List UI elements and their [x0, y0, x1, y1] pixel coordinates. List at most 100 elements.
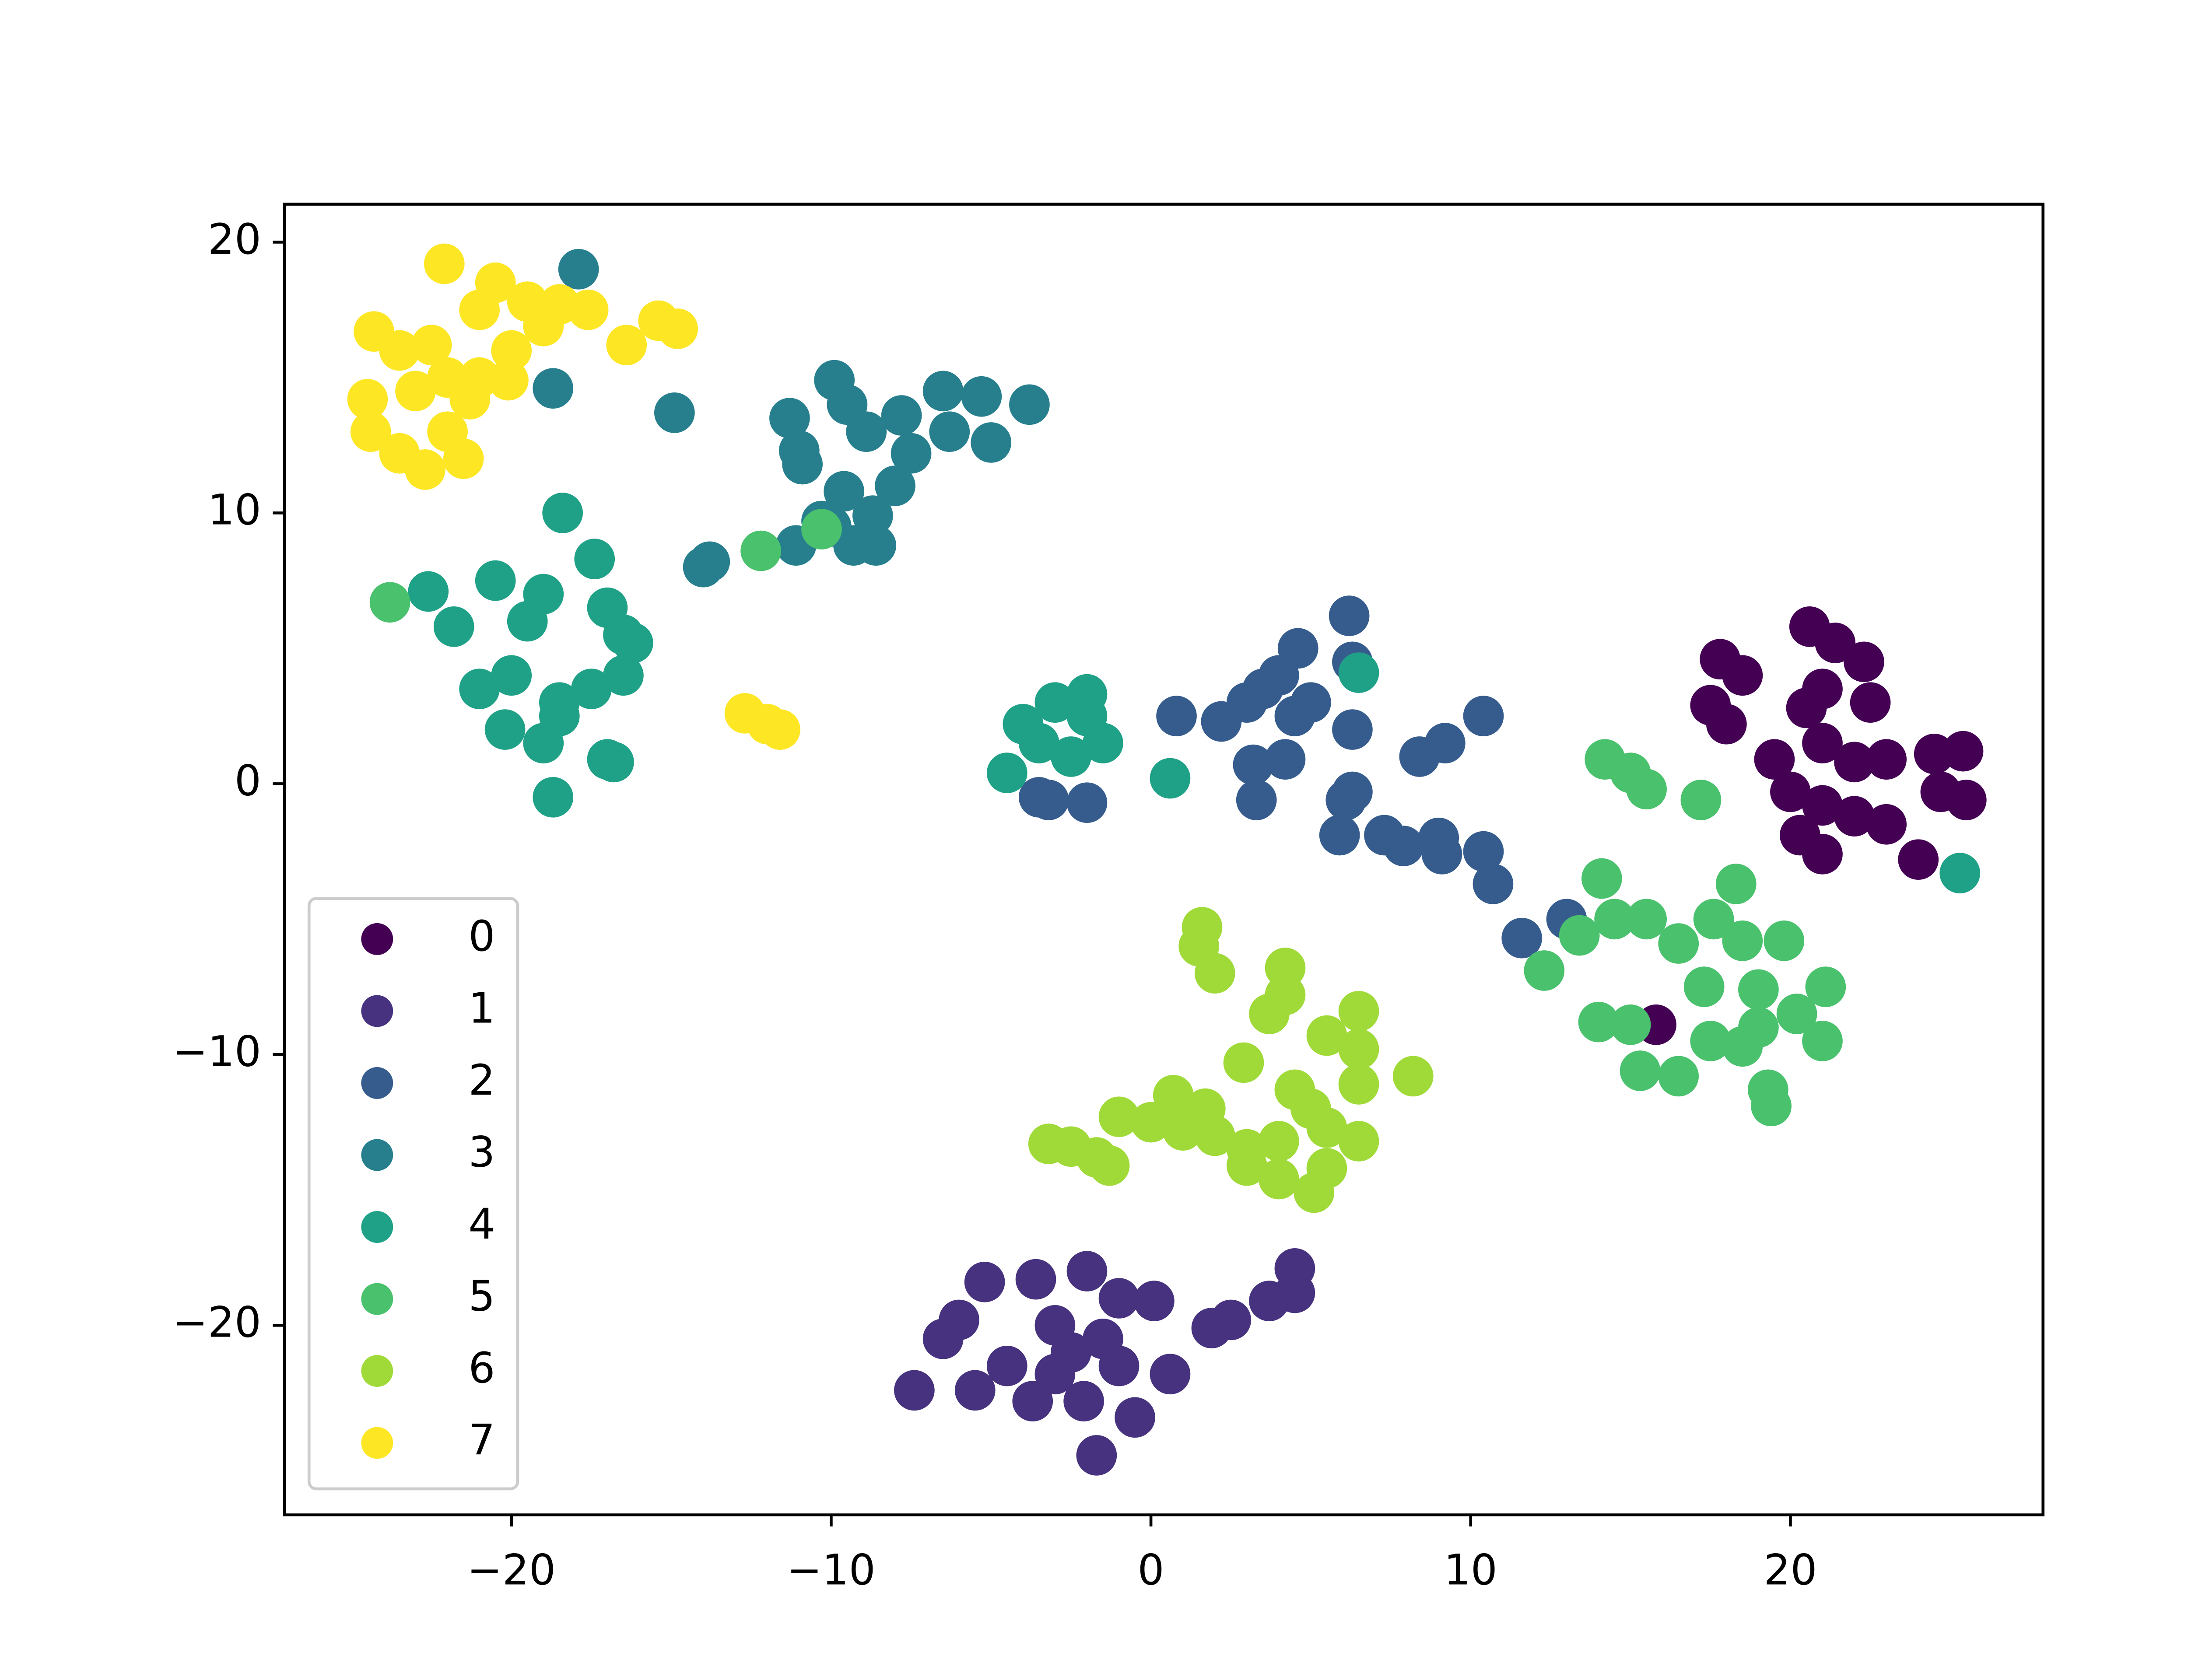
- point: [558, 248, 599, 290]
- point: [1329, 595, 1370, 636]
- point: [657, 308, 698, 349]
- point: [1463, 831, 1504, 872]
- point: [1134, 1281, 1175, 1321]
- point: [1076, 1137, 1117, 1178]
- legend-marker: [361, 1067, 393, 1099]
- point: [1338, 990, 1379, 1032]
- point: [1751, 1085, 1792, 1127]
- x-tick-label: 10: [1444, 1545, 1497, 1594]
- point: [875, 466, 915, 506]
- y-tick-label: 10: [208, 486, 261, 535]
- legend-label: 0: [468, 912, 495, 961]
- point: [1866, 739, 1907, 780]
- legend-label: 4: [468, 1200, 495, 1249]
- point: [1844, 641, 1884, 682]
- point: [1392, 1056, 1434, 1097]
- legend-marker: [361, 995, 393, 1027]
- point: [1610, 1004, 1651, 1045]
- point: [1076, 1435, 1117, 1476]
- y-tick-label: −20: [172, 1298, 261, 1347]
- point: [856, 525, 897, 566]
- point: [1306, 1107, 1347, 1148]
- point: [1066, 1251, 1108, 1292]
- point: [1018, 723, 1059, 763]
- point: [1233, 744, 1274, 785]
- x-tick-label: 20: [1764, 1545, 1817, 1594]
- point: [1223, 1042, 1264, 1083]
- point: [1706, 704, 1747, 745]
- point: [1338, 1064, 1379, 1105]
- point: [1776, 994, 1817, 1034]
- point: [986, 752, 1027, 793]
- legend-label: 7: [468, 1415, 495, 1464]
- point: [533, 368, 574, 409]
- point: [1226, 1145, 1267, 1186]
- point: [1063, 1381, 1104, 1421]
- point: [1581, 858, 1622, 899]
- point: [606, 325, 647, 365]
- point: [852, 495, 893, 536]
- point: [408, 571, 449, 612]
- point: [1680, 780, 1722, 820]
- point: [1098, 1096, 1140, 1138]
- point: [1898, 839, 1939, 880]
- point: [1051, 736, 1091, 777]
- legend-label: 1: [468, 984, 495, 1032]
- point: [459, 668, 500, 710]
- point: [1802, 723, 1843, 763]
- legend-marker: [361, 923, 393, 955]
- point: [1626, 769, 1667, 810]
- point: [1802, 785, 1843, 826]
- point: [1658, 1056, 1699, 1097]
- point: [1156, 696, 1197, 736]
- legend-label: 6: [468, 1344, 495, 1393]
- point: [533, 777, 574, 818]
- point: [1338, 652, 1379, 693]
- point: [491, 330, 532, 371]
- point: [523, 574, 564, 615]
- point: [613, 623, 653, 663]
- point: [1693, 899, 1734, 940]
- point: [1738, 969, 1779, 1010]
- point: [1015, 1259, 1056, 1300]
- point: [922, 371, 964, 412]
- point: [1722, 1026, 1763, 1067]
- point: [1770, 771, 1811, 812]
- point: [1012, 1381, 1053, 1421]
- point: [1920, 771, 1961, 812]
- point: [1130, 1102, 1171, 1143]
- point: [379, 330, 420, 371]
- point: [1259, 1121, 1299, 1162]
- point: [1265, 739, 1306, 780]
- point: [1098, 1345, 1140, 1386]
- point: [484, 709, 526, 750]
- point: [971, 422, 1012, 463]
- y-tick-label: 20: [208, 215, 261, 264]
- point: [1236, 780, 1277, 820]
- point: [1066, 782, 1108, 823]
- legend-marker: [361, 1427, 393, 1459]
- point: [1722, 920, 1763, 961]
- point: [1249, 994, 1290, 1034]
- x-tick-label: 0: [1138, 1545, 1164, 1594]
- point: [1501, 917, 1543, 959]
- point: [1715, 864, 1757, 904]
- point: [891, 433, 932, 474]
- x-tick-label: −10: [787, 1545, 876, 1594]
- point: [1274, 1248, 1315, 1289]
- point: [1294, 1172, 1335, 1213]
- point: [929, 411, 970, 452]
- point: [654, 392, 695, 433]
- point: [1034, 682, 1076, 723]
- point: [523, 305, 564, 346]
- point: [801, 509, 842, 550]
- point: [1018, 777, 1059, 818]
- point: [1463, 696, 1504, 736]
- point: [1009, 384, 1050, 425]
- point: [1764, 920, 1805, 961]
- point: [1194, 953, 1235, 994]
- point: [1150, 758, 1191, 799]
- point: [574, 539, 615, 579]
- point: [433, 606, 474, 647]
